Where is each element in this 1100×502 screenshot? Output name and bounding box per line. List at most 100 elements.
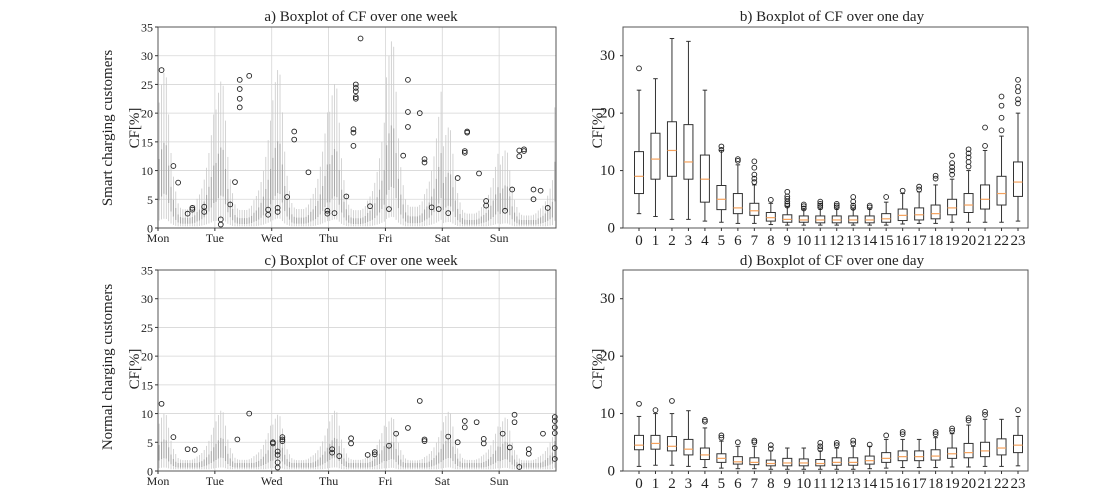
panel-a-outlier bbox=[236, 76, 243, 83]
panel-d-outlier bbox=[702, 418, 708, 425]
panel-b-xtick-label: 18 bbox=[928, 233, 943, 249]
panel-c-ytick-label: 25 bbox=[141, 321, 153, 335]
panel-c-title: c) Boxplot of CF over one week bbox=[264, 253, 458, 269]
panel-c-outlier bbox=[279, 436, 286, 443]
panel-d-outlier bbox=[718, 432, 725, 439]
panel-b-outlier bbox=[718, 143, 725, 150]
panel-a-outlier bbox=[530, 186, 537, 193]
panel-b-xtick-label: 16 bbox=[895, 233, 911, 249]
panel-a-xtick-label: Sat bbox=[435, 231, 451, 245]
panel-c-ytick-label: 0 bbox=[147, 465, 153, 479]
panel-d-outlier bbox=[767, 445, 774, 452]
panel-b-outlier bbox=[949, 171, 955, 178]
panel-b-outlier bbox=[817, 198, 824, 205]
panel-b-ytick-label: 0 bbox=[608, 221, 616, 237]
panel-a-outlier bbox=[324, 207, 331, 214]
panel-b-box bbox=[963, 193, 974, 213]
panel-c-outlier bbox=[348, 435, 354, 442]
panel-a-xtick-label: Fri bbox=[378, 231, 393, 245]
panel-d-ylabel: CF[%] bbox=[590, 349, 606, 390]
panel-a-outlier bbox=[227, 201, 234, 208]
panel-d-xtick-label: 12 bbox=[829, 476, 844, 492]
panel-b-outlier bbox=[866, 204, 873, 211]
panel-d-outlier bbox=[965, 415, 972, 422]
panel-b-outlier bbox=[965, 154, 972, 161]
panel-b-outlier bbox=[767, 197, 774, 203]
panel-d-box bbox=[749, 457, 760, 466]
panel-a-outlier bbox=[184, 210, 191, 217]
panel-c-outlier bbox=[329, 449, 335, 456]
panel-b-outlier bbox=[883, 194, 890, 200]
panel-b-outlier bbox=[866, 202, 873, 209]
panel-b-xtick-label: 19 bbox=[945, 233, 960, 249]
panel-b-outlier bbox=[949, 152, 955, 159]
panel-d-xtick-label: 6 bbox=[734, 476, 742, 492]
panel-a-outlier bbox=[537, 187, 544, 194]
panel-c-outlier bbox=[421, 436, 428, 443]
panel-d-box bbox=[996, 438, 1007, 456]
panel-d-outlier bbox=[1015, 407, 1021, 413]
panel-c-outlier bbox=[461, 418, 468, 424]
panel-c-outlier bbox=[274, 452, 281, 458]
panel-a-outlier bbox=[350, 126, 357, 133]
panel-a-ytick-label: 0 bbox=[147, 222, 153, 236]
panel-b-outlier bbox=[718, 147, 725, 153]
panel-b-outlier bbox=[916, 186, 922, 193]
panel-a-outlier bbox=[421, 159, 428, 166]
panel-a-outlier bbox=[521, 148, 527, 154]
panel-c-outlier bbox=[461, 424, 468, 431]
panel-a-outlier bbox=[343, 193, 350, 200]
panel-c-outlier bbox=[336, 453, 343, 459]
panel-d-box bbox=[683, 438, 694, 456]
panel-c-xtick-label: Thu bbox=[319, 474, 338, 488]
panel-c-outlier bbox=[274, 448, 281, 455]
panel-c-outlier bbox=[511, 411, 518, 418]
panel-b-outlier bbox=[784, 195, 791, 202]
panel-b-box bbox=[947, 198, 958, 216]
panel-d-xtick-label: 1 bbox=[652, 476, 660, 492]
panel-a-outlier bbox=[476, 170, 482, 177]
panel-a-week-smart: a) Boxplot of CF over one week CF[%] 0 5 1… bbox=[127, 9, 557, 245]
panel-a-outlier bbox=[357, 35, 364, 42]
panel-a-xtick-label: Sun bbox=[490, 231, 509, 245]
panel-b-xtick-label: 13 bbox=[846, 233, 861, 249]
panel-c-outlier bbox=[246, 410, 253, 417]
panel-a-outlier bbox=[516, 147, 523, 154]
panel-c-xtick-label: Fri bbox=[378, 474, 393, 488]
panel-d-box bbox=[980, 441, 991, 458]
panel-b-outlier bbox=[735, 157, 741, 164]
panel-a-outlier bbox=[445, 210, 452, 216]
panel-b-outlier bbox=[800, 205, 807, 212]
panel-d-box bbox=[881, 452, 892, 463]
panel-c-outlier bbox=[551, 418, 558, 424]
panel-a-outlier bbox=[265, 211, 272, 218]
panel-b-outlier bbox=[751, 171, 758, 178]
panel-d-box bbox=[732, 456, 743, 465]
panel-a-outlier bbox=[521, 146, 527, 153]
panel-a-ytick-label: 35 bbox=[141, 21, 153, 35]
panel-a-outlier bbox=[274, 209, 281, 215]
panel-a-outlier bbox=[236, 104, 243, 111]
panel-b-title: b) Boxplot of CF over one day bbox=[740, 9, 925, 25]
panel-a-outlier bbox=[461, 149, 468, 156]
panel-d-xtick-label: 3 bbox=[685, 476, 693, 492]
panel-a-outlier bbox=[352, 94, 359, 100]
panel-a-xtick-label: Mon bbox=[147, 231, 170, 245]
panel-b-outlier bbox=[800, 201, 807, 208]
panel-b-outlier bbox=[949, 164, 955, 170]
panel-a-outlier bbox=[435, 206, 442, 212]
panel-a-outlier bbox=[232, 179, 238, 185]
panel-c-outlier bbox=[371, 451, 378, 458]
panel-d-xtick-label: 15 bbox=[879, 476, 894, 492]
panel-b-box bbox=[749, 202, 760, 216]
panel-b-outlier bbox=[817, 201, 824, 207]
panel-c-outlier bbox=[551, 445, 558, 451]
panel-c-outlier bbox=[364, 452, 371, 458]
panel-d-outlier bbox=[982, 408, 988, 415]
panel-a-outlier bbox=[350, 143, 357, 149]
panel-a-outlier bbox=[464, 128, 471, 135]
panel-c-outlier bbox=[525, 450, 532, 457]
panel-c-frame bbox=[157, 269, 557, 472]
panel-d-outlier bbox=[817, 446, 824, 453]
